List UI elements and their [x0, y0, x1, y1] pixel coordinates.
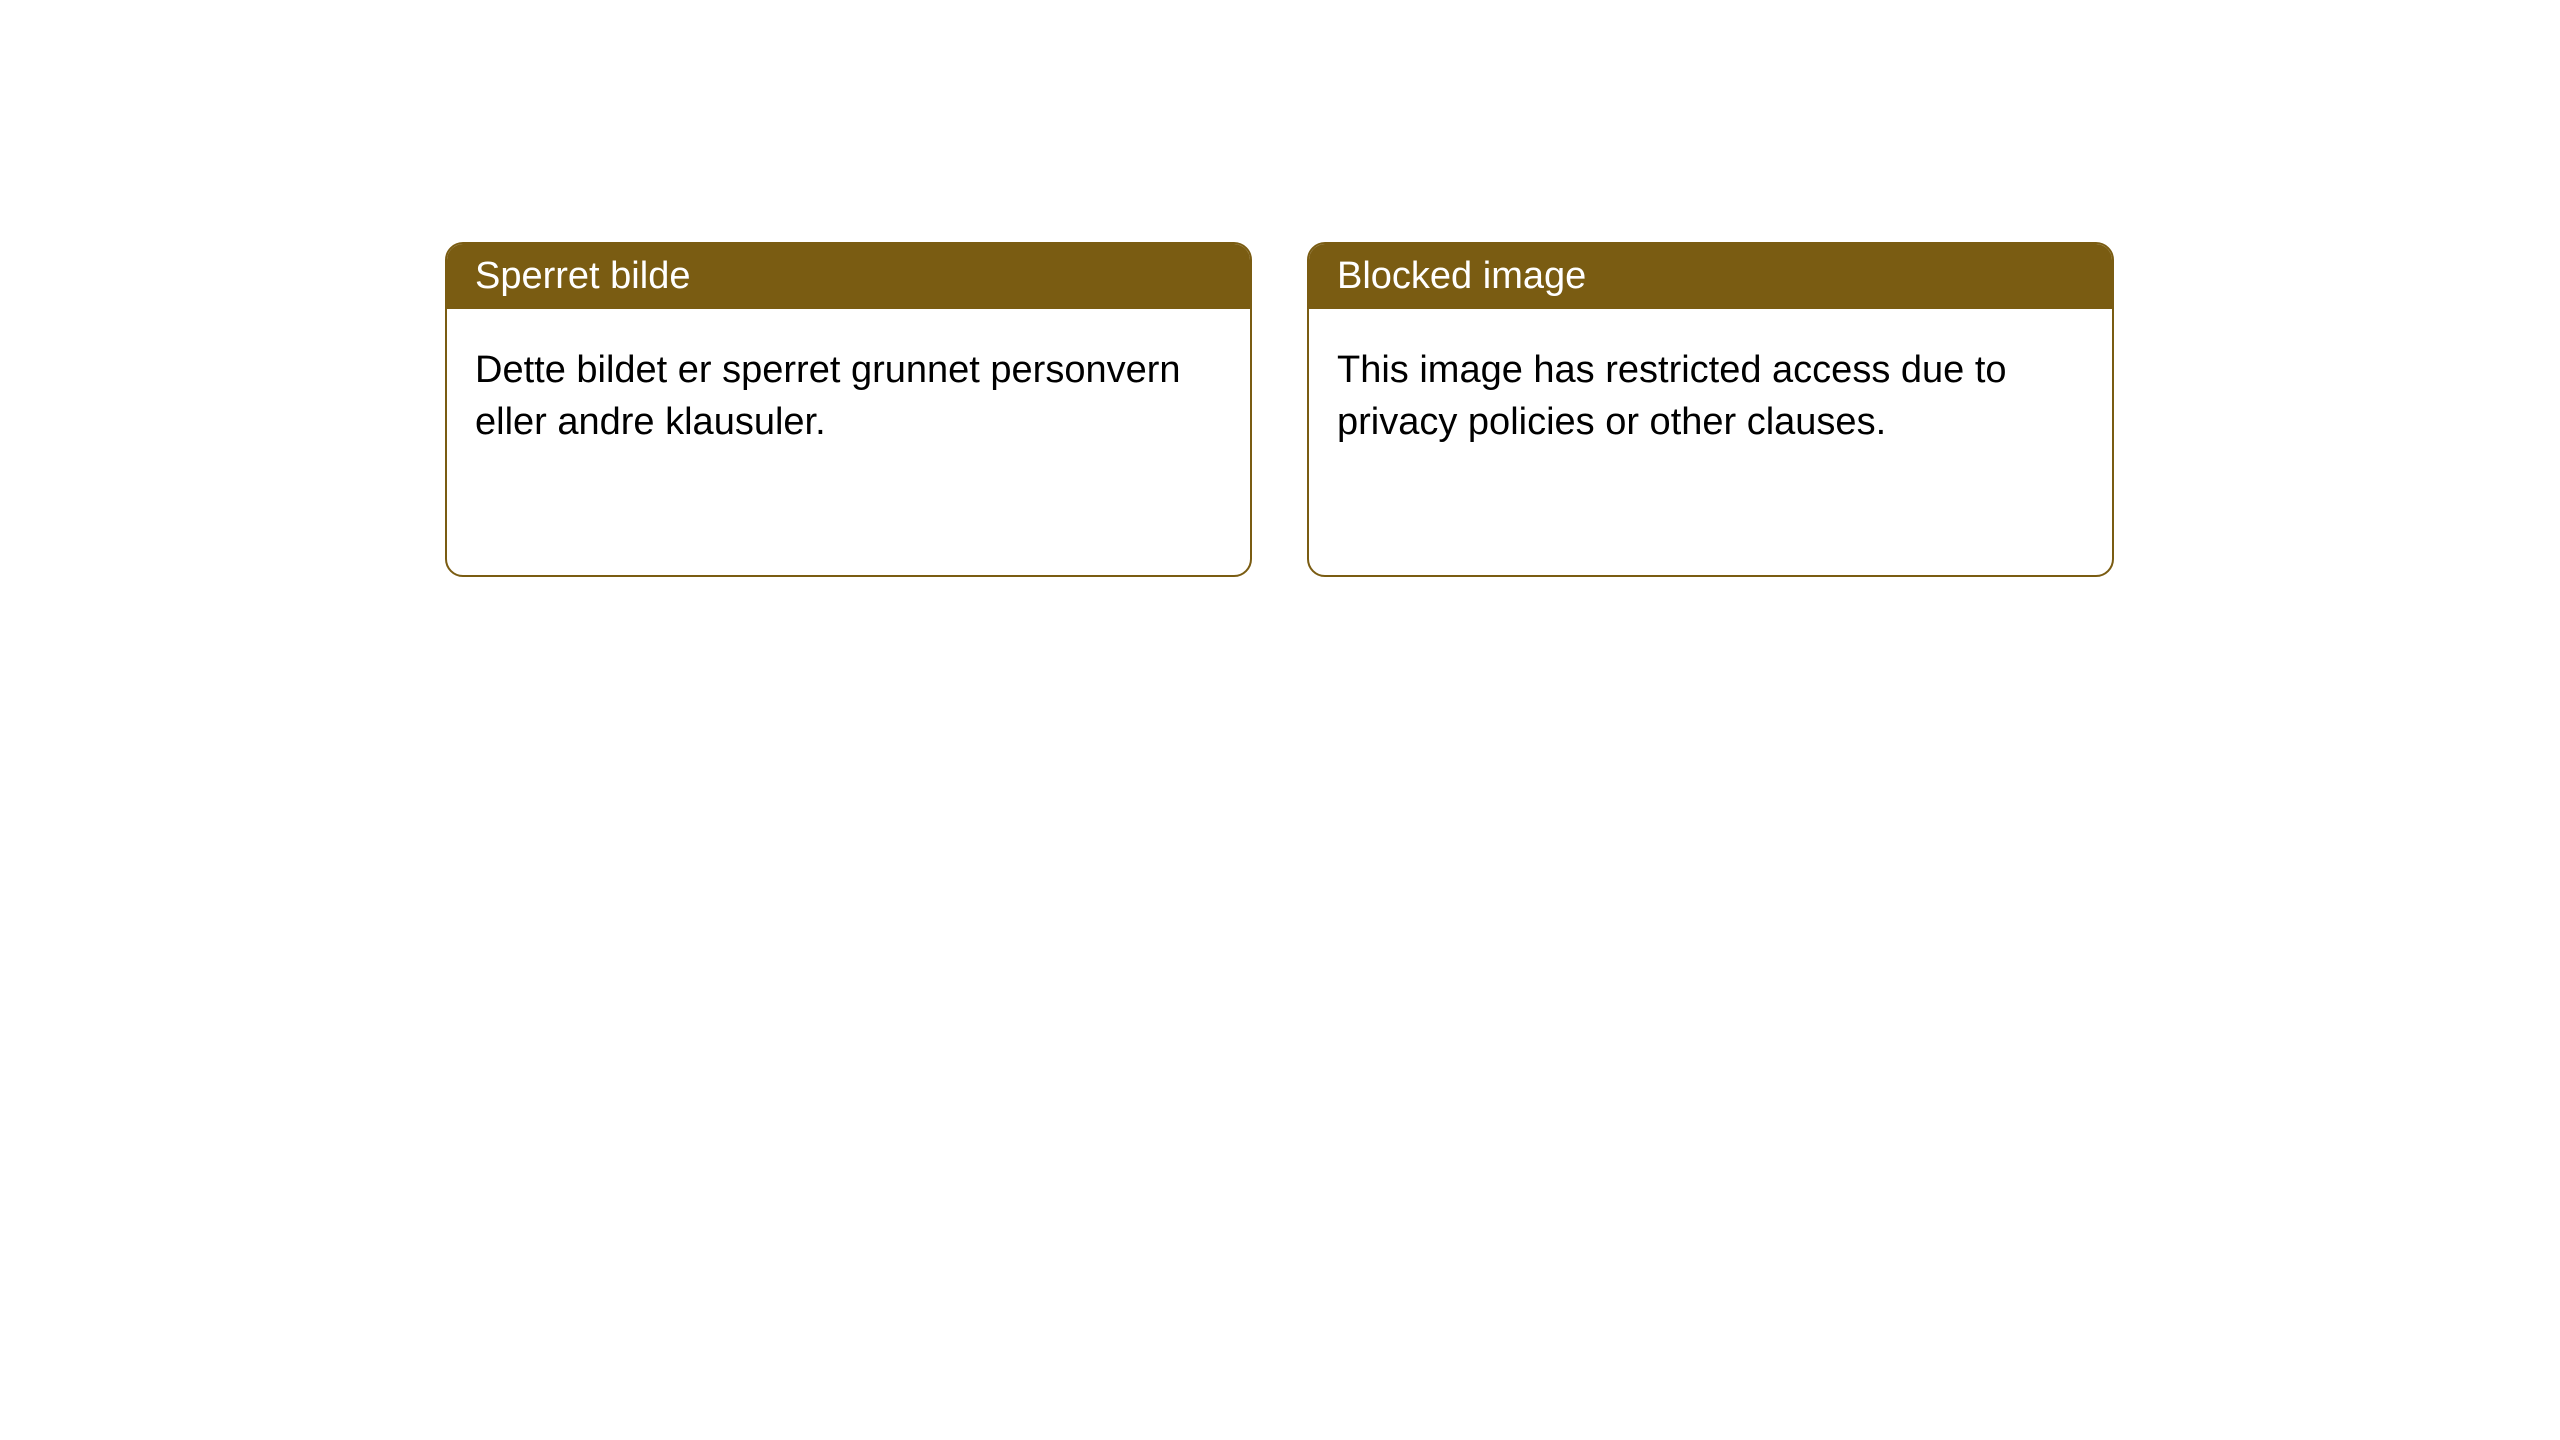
notice-box-norwegian: Sperret bilde Dette bildet er sperret gr…	[445, 242, 1252, 577]
notice-body-text: This image has restricted access due to …	[1309, 309, 2112, 484]
notice-body-text: Dette bildet er sperret grunnet personve…	[447, 309, 1250, 484]
notice-container: Sperret bilde Dette bildet er sperret gr…	[0, 0, 2560, 577]
notice-title: Blocked image	[1309, 244, 2112, 309]
notice-box-english: Blocked image This image has restricted …	[1307, 242, 2114, 577]
notice-title: Sperret bilde	[447, 244, 1250, 309]
